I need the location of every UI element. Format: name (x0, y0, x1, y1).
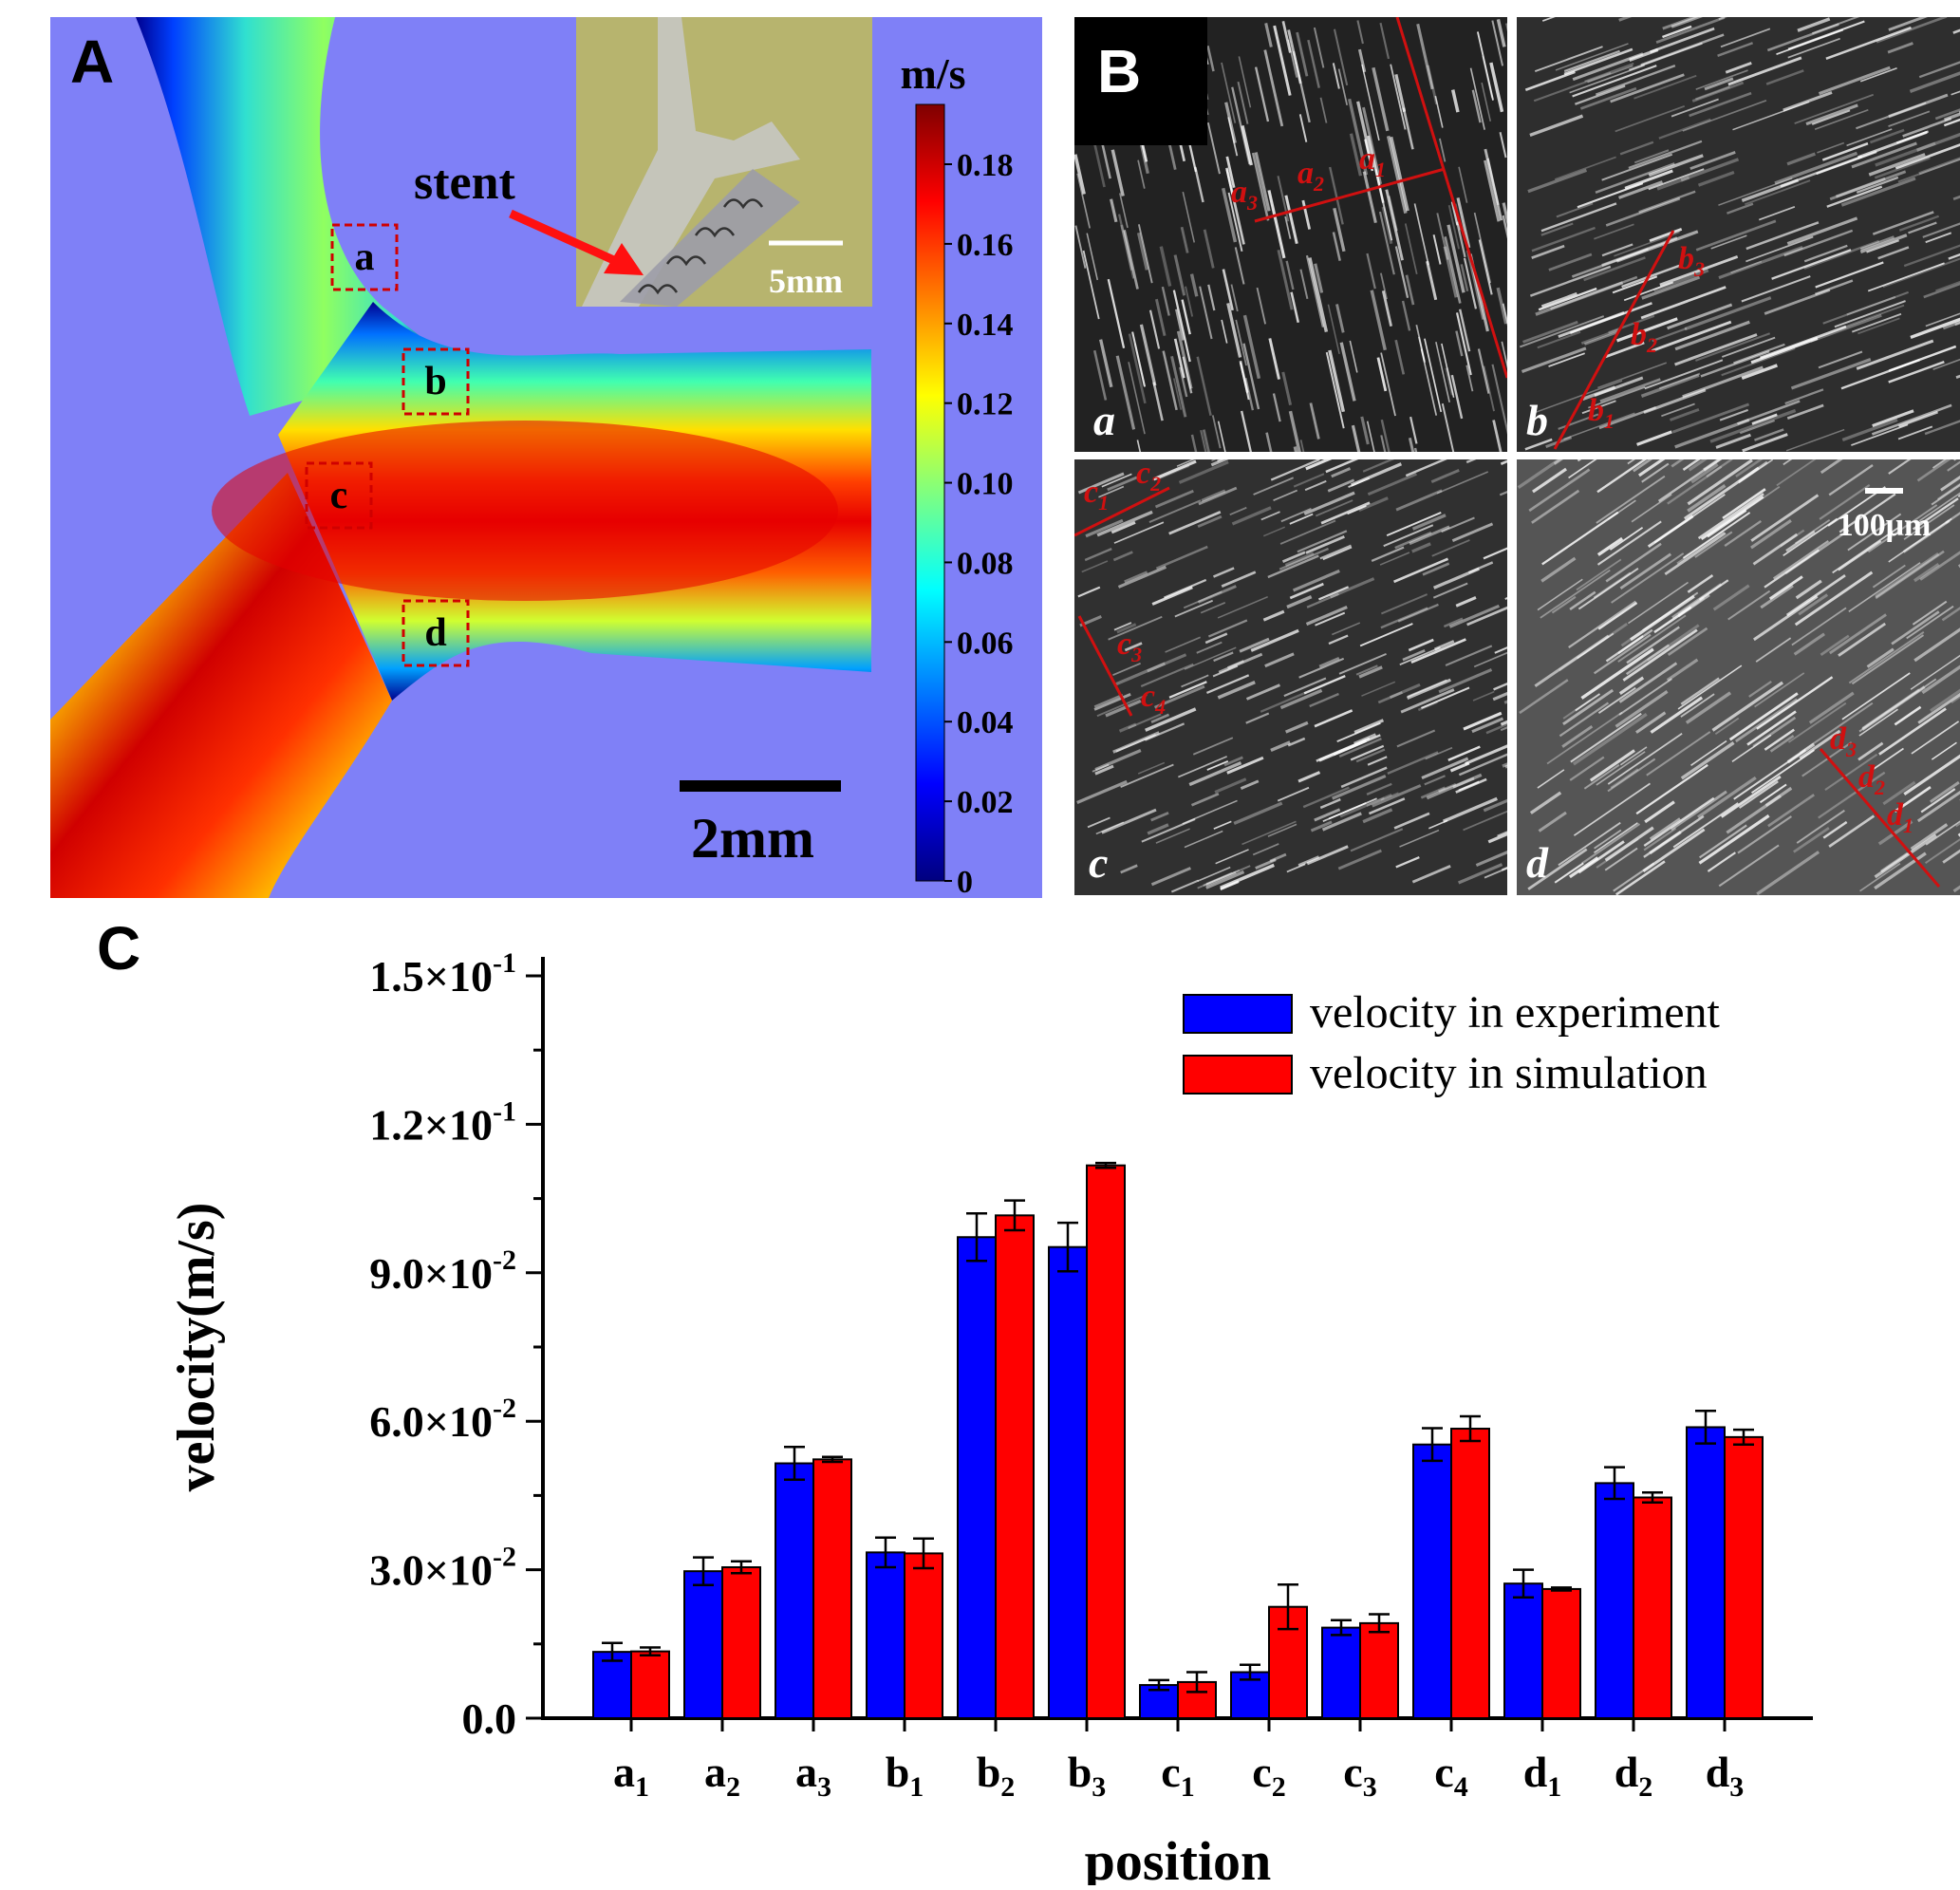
bar-experiment (1322, 1628, 1360, 1718)
micro-scale-bar (1865, 488, 1903, 494)
x-tick-label: c1 (1161, 1748, 1194, 1803)
panel-b-letter: B (1097, 36, 1141, 106)
panel-c-letter: C (97, 913, 140, 983)
colorbar-tick-label: 0 (957, 865, 973, 898)
colorbar-tick-label: 0.04 (957, 705, 1014, 740)
legend-swatch (1184, 995, 1292, 1033)
bar-experiment (867, 1552, 905, 1718)
colorbar-tick-label: 0.02 (957, 785, 1014, 820)
x-tick-label: c4 (1434, 1748, 1467, 1803)
bar-simulation (1087, 1166, 1125, 1718)
colorbar-ticks: 0.18 0.16 0.14 0.12 0.10 0.08 0.06 0.04 0.02 0 (944, 148, 1014, 898)
x-tick-label: a3 (795, 1748, 831, 1803)
micro-subpanel-letter: b (1526, 396, 1548, 444)
legend-label: velocity in simulation (1310, 1048, 1708, 1098)
x-tick-label: c2 (1252, 1748, 1285, 1803)
bar-experiment (1596, 1483, 1633, 1718)
y-tick-label: 0.0 (462, 1694, 517, 1743)
legend-label: velocity in experiment (1310, 987, 1721, 1038)
svg-text:b: b (424, 360, 446, 403)
colorbar-tick-label: 0.18 (957, 148, 1014, 183)
micro-subpanel-letter: c (1089, 838, 1108, 887)
x-tick-label: d2 (1615, 1748, 1653, 1803)
x-tick-label: b3 (1068, 1748, 1107, 1803)
bar-experiment (775, 1464, 813, 1718)
svg-text:a: a (355, 235, 375, 279)
y-tick-label: 3.0×10-2 (369, 1542, 516, 1595)
x-tick-label: c3 (1343, 1748, 1376, 1803)
colorbar-tick-label: 0.16 (957, 228, 1014, 263)
panel-c-bar-chart: 0.0 3.0×10-2 6.0×10-2 9.0×10-2 1.2×10-1 1.5×1… (0, 900, 1960, 1885)
micro-subpanel-letter: a (1093, 396, 1115, 444)
x-tick-label: a2 (704, 1748, 740, 1803)
colorbar-tick-label: 0.10 (957, 467, 1014, 502)
colorbar-tick-label: 0.14 (957, 308, 1014, 343)
bar-simulation (722, 1567, 760, 1718)
x-tick-label: d1 (1523, 1748, 1562, 1803)
bar-simulation (1633, 1497, 1671, 1718)
legend-swatch (1184, 1056, 1292, 1094)
scale-bar (680, 780, 841, 792)
bar-simulation (813, 1459, 851, 1718)
bar-experiment (958, 1237, 996, 1718)
scale-bar-label: 2mm (691, 807, 814, 870)
inset-scale-label: 5mm (769, 262, 843, 300)
colorbar-tick-label: 0.06 (957, 626, 1014, 661)
bar-simulation (1451, 1429, 1489, 1718)
x-axis-label: position (1085, 1830, 1272, 1885)
bar-simulation (1360, 1623, 1398, 1718)
bar-simulation (1725, 1437, 1763, 1718)
x-tick-label: a1 (613, 1748, 649, 1803)
vessel-field-svg: a b c d 5mm stent 2mm (50, 17, 1042, 898)
bar-simulation (1542, 1589, 1580, 1718)
bar-experiment (1049, 1247, 1087, 1718)
y-tick-label: 1.5×10-1 (369, 947, 516, 1001)
x-tick-label: b1 (886, 1748, 924, 1803)
colorbar (916, 104, 944, 881)
x-tick-label: b2 (977, 1748, 1016, 1803)
x-tick-label: d3 (1706, 1748, 1745, 1803)
y-axis-label: velocity(m/s) (167, 1203, 226, 1492)
stent-label: stent (414, 156, 516, 210)
svg-text:d: d (424, 611, 446, 655)
panel-a-velocity-field: a b c d 5mm stent 2mm (50, 17, 1042, 898)
y-tick-label: 9.0×10-2 (369, 1244, 516, 1298)
micro-subpanel-letter: d (1526, 838, 1549, 887)
svg-text:c: c (330, 474, 348, 517)
colorbar-tick-label: 0.12 (957, 387, 1014, 422)
panel-a-letter-overlay: A (70, 27, 114, 97)
bar-experiment (684, 1571, 722, 1718)
bar-simulation (905, 1553, 943, 1718)
bar-simulation (631, 1652, 669, 1718)
y-tick-label: 6.0×10-2 (369, 1393, 516, 1446)
y-tick-label: 1.2×10-1 (369, 1095, 516, 1149)
bar-experiment (1413, 1445, 1451, 1718)
bar-experiment (1687, 1427, 1725, 1718)
colorbar-tick-label: 0.08 (957, 546, 1014, 581)
colorbar-unit: m/s (901, 49, 966, 98)
micro-scale-label: 100μm (1838, 508, 1932, 543)
bar-simulation (996, 1215, 1034, 1718)
bar-experiment (1504, 1583, 1542, 1718)
